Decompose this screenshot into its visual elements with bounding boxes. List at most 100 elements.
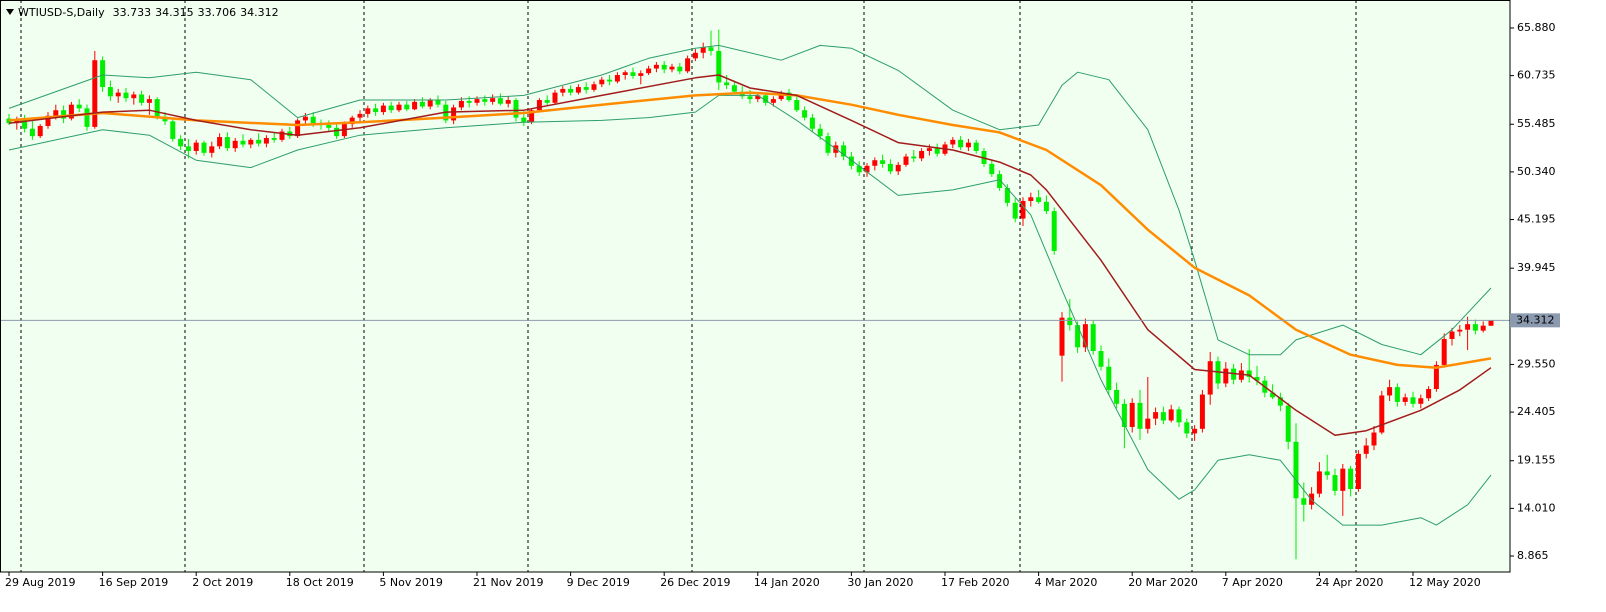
candle-body [100,60,106,88]
candle-body [76,104,82,109]
candle-body [224,137,230,149]
y-tick-label: 65.880 [1517,21,1556,34]
candle-body [700,47,706,53]
candle-body [1309,493,1315,505]
candle-body [209,146,215,153]
candle-body [731,85,737,92]
x-tick-label: 2 Oct 2019 [192,576,253,589]
y-tick-label: 50.340 [1517,165,1556,178]
candle-body [1207,361,1213,395]
candle-body [934,148,940,154]
candle-body [1199,394,1205,429]
candle-body [638,73,644,76]
candle-body [669,66,675,70]
candle-body [646,68,652,74]
indicator-line [8,91,1492,369]
candle-body [817,128,823,137]
x-tick-label: 17 Feb 2020 [941,576,1009,589]
candle-body [1238,370,1244,380]
candle-body [1090,324,1096,352]
x-tick-label: 16 Sep 2019 [99,576,169,589]
candle-body [404,104,410,110]
x-tick-label: 18 Oct 2019 [286,576,354,589]
candle-body [560,88,566,93]
candle-body [1371,432,1377,446]
candle-body [575,87,581,93]
candle-body [193,142,199,151]
candle-body [1036,197,1042,202]
candle-body [1114,389,1120,404]
candle-body [1449,331,1455,339]
candle-body [310,116,316,124]
candle-body [1324,471,1330,476]
candle-body [22,119,28,129]
candle-body [1465,324,1471,330]
candle-body [685,58,691,72]
candle-body [677,66,683,72]
candle-body [497,98,503,104]
candle-body [1301,498,1307,505]
candle-body [872,160,878,166]
candle-body [1254,376,1260,381]
candle-body [926,148,932,151]
candle-body [755,95,761,100]
candle-body [708,47,714,51]
candle-body [1028,197,1034,201]
candle-body [482,99,488,102]
candle-body [373,108,379,113]
candle-body [973,142,979,151]
candle-body [552,92,558,103]
candle-body [139,94,145,103]
x-tick-label: 30 Jan 2020 [847,576,913,589]
candle-body [536,100,542,111]
candle-body [458,100,464,108]
candle-body [84,108,90,127]
candle-body [474,99,480,103]
candle-body [841,145,847,157]
header-ohlc-value: 34.315 [155,6,194,19]
candle-body [146,99,152,103]
current-price-box [1510,313,1560,328]
candle-body [1480,325,1486,331]
candle-body [1363,445,1369,454]
candle-body [1293,441,1299,499]
candle-body [1121,403,1127,427]
candle-body [724,82,730,86]
candle-body [1402,397,1408,402]
header-ohlc-value: 34.312 [240,6,279,19]
y-tick-label: 45.195 [1517,213,1556,226]
candle-body [53,110,59,116]
x-tick-label: 24 Apr 2020 [1315,576,1383,589]
candle-body [568,88,574,93]
candle-body [919,150,925,159]
candle-body [1106,366,1112,390]
candle-body [107,87,113,97]
candle-body [326,125,332,128]
candle-body [1129,402,1135,427]
candle-body [1379,395,1385,433]
candle-body [778,92,784,100]
candle-body [61,110,67,119]
header-ohlc-value: 33.706 [198,6,237,19]
x-tick-label: 9 Dec 2019 [567,576,630,589]
candle-body [248,139,254,145]
candle-body [419,101,425,107]
candle-body [490,98,496,102]
candle-body [1426,388,1432,399]
candle-body [232,140,238,149]
candle-body [887,163,893,172]
candle-body [989,163,995,175]
candle-body [1410,397,1416,404]
x-tick-label: 26 Dec 2019 [660,576,730,589]
y-tick-label: 55.485 [1517,117,1556,130]
marks [0,29,1510,560]
candle-body [14,119,20,124]
candle-body [583,87,589,90]
candle-body [92,60,98,127]
candle-body [1387,387,1393,396]
indicator-line [8,74,1492,437]
candle-body [1332,475,1338,491]
x-tick-label: 14 Jan 2020 [754,576,820,589]
